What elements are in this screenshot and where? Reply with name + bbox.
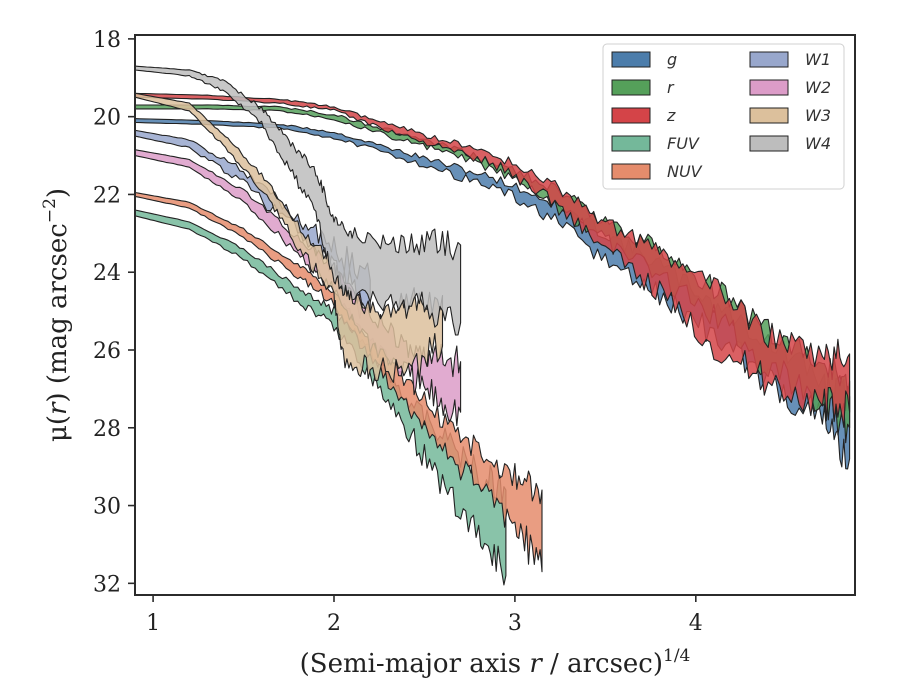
legend-swatch-w3	[749, 107, 789, 124]
legend-swatch-fuv	[611, 135, 651, 152]
legend-swatch-r	[611, 79, 651, 96]
legend-swatch-w1	[749, 51, 789, 68]
x-axis-ticks: 1 2 3 4	[146, 595, 703, 636]
band-fuv	[135, 209, 507, 586]
legend-label-w4: W4	[805, 134, 831, 153]
x-tick-label: 3	[508, 611, 522, 636]
x-tick-label: 4	[689, 611, 703, 636]
legend-swatch-w4	[749, 135, 789, 152]
legend-swatch-z	[611, 107, 651, 124]
legend: grz FUV NUV W1 W2 W3 W4	[602, 43, 845, 190]
y-tick-label: 26	[93, 339, 121, 364]
band-w4	[135, 65, 462, 336]
legend-swatch-w2	[749, 79, 789, 96]
profile-bands	[135, 65, 851, 586]
y-tick-label: 30	[93, 495, 121, 520]
band-w2	[135, 149, 462, 427]
legend-swatch-nuv	[611, 163, 651, 180]
x-axis-title: (Semi-major axis r / arcsec)1/4	[300, 646, 691, 679]
legend-label-r: r	[667, 78, 675, 97]
y-axis-ticks: 18 20 22 24 26 28 30 32	[93, 28, 135, 597]
plot-frame	[134, 34, 856, 596]
legend-label-w1: W1	[805, 50, 831, 69]
legend-label-w2: W2	[805, 78, 831, 97]
legend-label-w3: W3	[805, 106, 831, 125]
y-tick-label: 20	[93, 106, 121, 131]
y-tick-label: 32	[93, 572, 121, 597]
x-tick-label: 1	[146, 611, 160, 636]
band-w3	[135, 92, 444, 384]
legend-label-g: g	[667, 50, 677, 69]
legend-label-z: z	[666, 106, 676, 125]
y-tick-label: 18	[93, 28, 121, 53]
band-g	[135, 118, 851, 470]
y-tick-label: 28	[93, 417, 121, 442]
legend-label-fuv: FUV	[667, 134, 700, 153]
legend-label-nuv: NUV	[667, 162, 703, 181]
y-tick-label: 24	[93, 261, 121, 286]
band-z	[135, 92, 851, 428]
y-axis-title: μ(r) (mag arcsec−2)	[40, 188, 73, 442]
x-tick-label: 2	[327, 611, 341, 636]
y-tick-label: 22	[93, 183, 121, 208]
legend-swatch-g	[611, 51, 651, 68]
